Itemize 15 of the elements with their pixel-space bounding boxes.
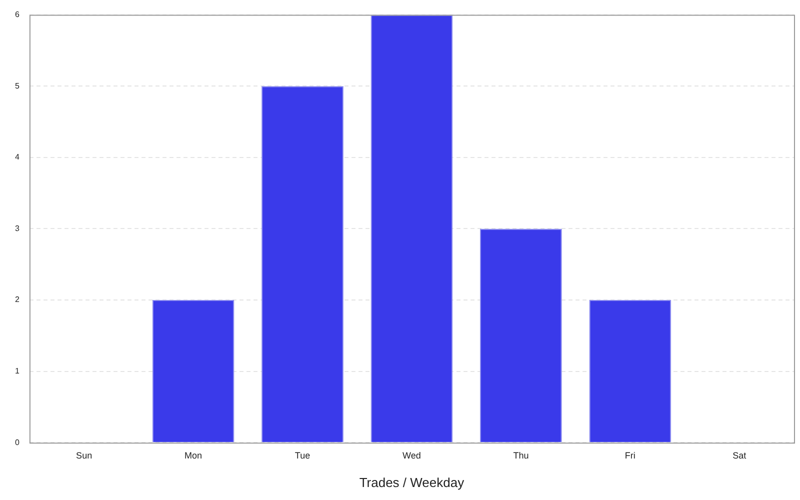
x-axis-title: Trades / Weekday	[359, 474, 465, 490]
y-tick-label: 4	[14, 152, 20, 162]
y-tick-label: 6	[14, 10, 20, 20]
x-tick-label: Wed	[402, 450, 421, 460]
x-tick-label: Mon	[184, 450, 202, 460]
x-tick-label: Thu	[513, 450, 529, 460]
y-tick-label: 1	[14, 366, 20, 376]
x-tick-label: Sun	[76, 450, 92, 460]
y-tick-label: 2	[14, 295, 20, 304]
x-tick-label: Sat	[732, 450, 747, 460]
y-tick-label: 0	[14, 438, 20, 447]
x-tick-label: Tue	[294, 450, 310, 460]
y-tick-label: 5	[14, 81, 20, 90]
x-tick-label: Fri	[624, 450, 636, 460]
y-tick-label: 3	[14, 224, 20, 233]
